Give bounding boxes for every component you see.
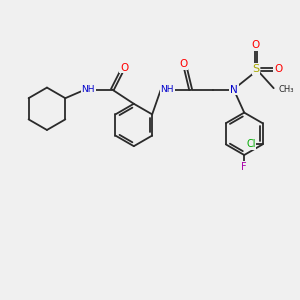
Text: O: O [179, 59, 188, 69]
Text: N: N [230, 85, 238, 94]
Text: O: O [252, 40, 260, 50]
Text: O: O [274, 64, 282, 74]
Text: F: F [242, 162, 247, 172]
Text: NH: NH [160, 85, 174, 94]
Text: NH: NH [81, 85, 95, 94]
Text: O: O [120, 63, 128, 73]
Text: S: S [252, 64, 260, 74]
Text: Cl: Cl [246, 140, 256, 149]
Text: CH₃: CH₃ [278, 85, 294, 94]
